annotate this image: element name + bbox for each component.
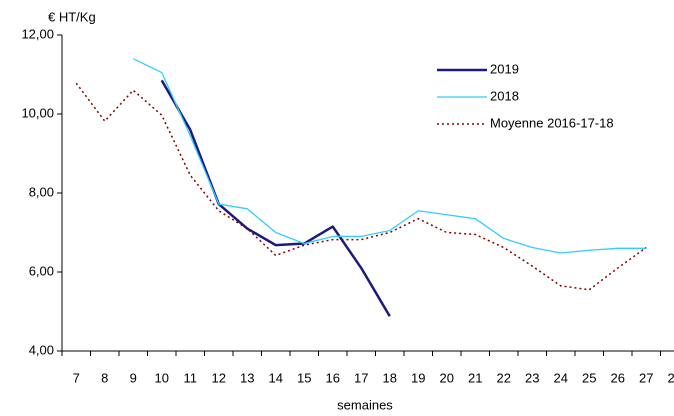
x-tick-label: 22: [497, 370, 511, 385]
y-tick-label: 8,00: [29, 184, 54, 199]
legend-label: 2019: [490, 61, 519, 76]
x-tick-label: 15: [297, 370, 311, 385]
x-axis-label: semaines: [337, 397, 393, 412]
x-tick-label: 19: [411, 370, 425, 385]
x-tick-label: 27: [639, 370, 653, 385]
x-tick-label: 10: [155, 370, 169, 385]
x-tick-label: 18: [383, 370, 397, 385]
series-line: [160, 79, 391, 317]
x-tick-label: 9: [130, 370, 137, 385]
x-tick-label: 14: [269, 370, 283, 385]
x-tick-label: 12: [212, 370, 226, 385]
x-tick-label: 7: [73, 370, 80, 385]
x-tick-label: 17: [354, 370, 368, 385]
x-tick-label: 8: [101, 370, 108, 385]
x-tick-label: 21: [468, 370, 482, 385]
y-tick-label: 12,00: [21, 26, 54, 41]
x-tick-label: 20: [440, 370, 454, 385]
x-tick-label: 26: [611, 370, 625, 385]
legend-label: 2018: [490, 88, 519, 103]
x-tick-label: 25: [582, 370, 596, 385]
x-tick-label: 13: [240, 370, 254, 385]
y-tick-label: 10,00: [21, 105, 54, 120]
y-tick-label: 6,00: [29, 263, 54, 278]
legend-label: Moyenne 2016-17-18: [490, 115, 614, 130]
x-tick-label: 28: [668, 370, 674, 385]
x-tick-label: 11: [184, 370, 198, 385]
y-tick-label: 4,00: [29, 342, 54, 357]
x-tick-label: 16: [326, 370, 340, 385]
y-unit: € HT/Kg: [48, 9, 96, 24]
x-tick-label: 23: [525, 370, 539, 385]
x-tick-label: 24: [554, 370, 568, 385]
series-line: [132, 58, 647, 254]
